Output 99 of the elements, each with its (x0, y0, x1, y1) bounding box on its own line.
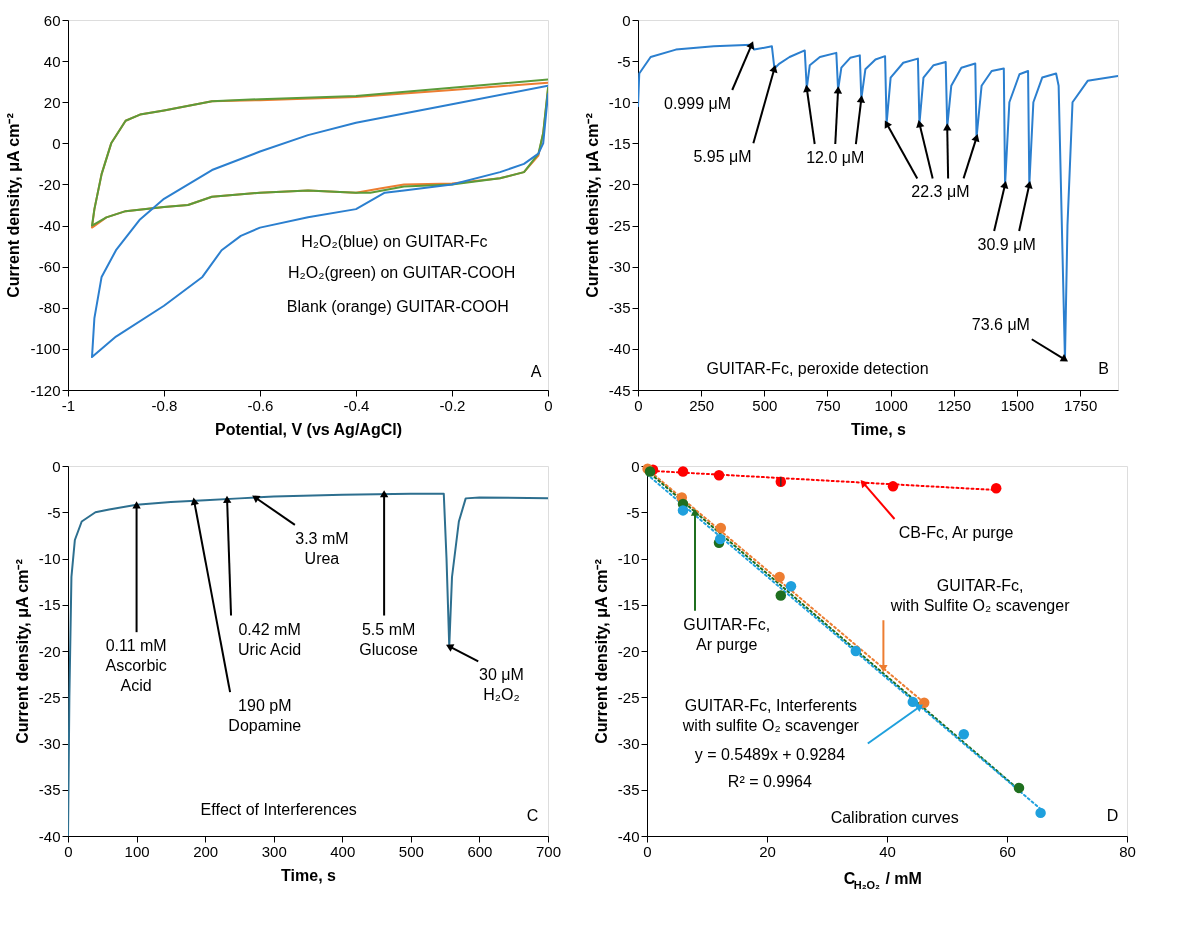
x-tick-label: 300 (261, 842, 287, 860)
annotation: 30.9 μM (977, 235, 1036, 253)
y-tick-label: 0 (52, 134, 61, 152)
x-tick-label: 600 (467, 842, 493, 860)
annotation: Blank (orange) GUITAR-COOH (286, 297, 509, 315)
annotation: D (1106, 807, 1119, 825)
annotation: 5.95 μM (693, 148, 752, 166)
x-tick-label: 700 (535, 842, 562, 860)
annotation: GUITAR-Fc, Interferents with sulfite O₂ scavenger (681, 697, 860, 735)
y-tick-label: -120 (30, 381, 61, 399)
annotation: CB-Fc, Ar purge (898, 523, 1014, 541)
x-tick-label: -0.4 (343, 396, 370, 414)
x-tick-label: 1500 (1000, 396, 1035, 414)
y-tick-label: -45 (608, 381, 631, 399)
y-tick-label: -40 (617, 827, 640, 845)
x-tick-label: 40 (879, 842, 896, 860)
y-axis-title: Current density, μA cm⁻² (583, 113, 601, 298)
annotation: B (1098, 359, 1109, 377)
y-tick-label: -5 (626, 503, 640, 521)
x-tick-label: 400 (330, 842, 356, 860)
y-tick-label: -60 (38, 258, 61, 276)
y-tick-label: -5 (617, 52, 631, 70)
x-tick-label: 100 (124, 842, 150, 860)
x-tick-label: 250 (689, 396, 715, 414)
y-tick-label: -20 (38, 642, 61, 660)
y-tick-label: -20 (608, 175, 631, 193)
y-tick-label: -40 (38, 217, 61, 235)
x-tick-label: 1750 (1063, 396, 1098, 414)
x-tick-label: 0 (544, 396, 553, 414)
x-tick-label: 80 (1119, 842, 1136, 860)
annotation: A (530, 362, 542, 380)
y-tick-label: -30 (617, 735, 640, 752)
x-tick-label: 1250 (937, 396, 971, 414)
y-tick-label: -35 (608, 299, 631, 317)
x-axis-title: Potential, V (vs Ag/AgCl) (215, 420, 402, 438)
y-tick-label: -25 (38, 688, 61, 706)
annotation: 22.3 μM (911, 183, 970, 201)
annotation: GUITAR-Fc, Ar purge (683, 615, 771, 653)
y-tick-label: -10 (608, 93, 631, 111)
x-tick-label: 0 (64, 842, 73, 860)
y-tick-label: -40 (38, 827, 61, 845)
annotation: y = 0.5489x + 0.9284 (694, 745, 846, 763)
y-tick-label: -5 (47, 503, 61, 521)
y-tick-label: -15 (38, 596, 61, 614)
y-axis-title: Current density, μA cm⁻² (5, 113, 23, 298)
annotation: 0.999 μM (664, 94, 732, 112)
annotation: C (526, 806, 539, 824)
y-axis-title: Current density, μA cm⁻² (592, 559, 610, 744)
annotation: 30 μM H₂O₂ (479, 666, 524, 704)
y-tick-label: -80 (38, 299, 61, 317)
y-tick-label: 60 (43, 11, 61, 29)
y-tick-label: -25 (617, 688, 640, 706)
x-tick-label: -0.8 (151, 396, 178, 414)
y-tick-label: 0 (52, 457, 61, 475)
x-tick-label: 200 (193, 842, 219, 860)
x-tick-label: -0.6 (247, 396, 274, 414)
y-tick-label: 0 (622, 11, 631, 29)
y-tick-label: 40 (43, 52, 61, 70)
y-tick-label: -10 (617, 550, 640, 567)
annotation: 0.42 mM Uric Acid (238, 620, 302, 658)
x-tick-label: 1000 (874, 396, 908, 414)
y-tick-label: 0 (631, 457, 640, 475)
annotation: Calibration curves (830, 809, 959, 827)
x-tick-label: 500 (752, 396, 778, 414)
annotation: 0.11 mM Ascorbic Acid (105, 637, 167, 695)
y-tick-label: -15 (617, 596, 640, 614)
annotation: R² = 0.9964 (727, 773, 813, 791)
x-tick-label: -0.2 (439, 396, 466, 414)
y-tick-label: -15 (608, 134, 631, 152)
y-tick-label: -35 (38, 781, 61, 799)
y-tick-label: -30 (38, 735, 61, 752)
y-tick-label: -30 (608, 258, 631, 276)
annotation: 73.6 μM (971, 316, 1030, 334)
x-tick-label: 500 (398, 842, 424, 860)
annotation: H₂O₂(green) on GUITAR-COOH (287, 264, 516, 282)
y-tick-label: -100 (30, 340, 61, 358)
x-tick-label: 0 (643, 842, 652, 860)
y-tick-label: -20 (617, 642, 640, 660)
y-tick-label: -40 (608, 340, 631, 358)
x-axis-title: Time, s (281, 866, 337, 884)
annotation: H₂O₂(blue) on GUITAR-Fc (301, 233, 488, 250)
x-tick-label: 60 (999, 842, 1016, 860)
annotation: 3.3 mM Urea (295, 529, 349, 567)
annotation: 190 pM Dopamine (228, 697, 302, 735)
y-tick-label: 20 (43, 93, 61, 111)
y-tick-label: -10 (38, 550, 61, 567)
y-tick-label: -25 (608, 217, 631, 235)
x-tick-label: 750 (815, 396, 841, 414)
annotation: 12.0 μM (806, 149, 865, 167)
y-tick-label: -35 (617, 781, 640, 799)
y-axis-title: Current density, μA cm⁻² (13, 559, 31, 744)
annotation: Effect of Interferences (200, 801, 357, 819)
x-axis-title: Time, s (851, 420, 907, 438)
annotation: GUITAR-Fc, peroxide detection (706, 359, 929, 377)
y-tick-label: -20 (38, 175, 61, 193)
x-tick-label: -1 (61, 396, 76, 414)
annotation: GUITAR-Fc, with Sulfite O₂ scavenger (889, 577, 1071, 615)
annotation: 5.5 mM Glucose (359, 620, 419, 658)
x-tick-label: 20 (759, 842, 776, 860)
